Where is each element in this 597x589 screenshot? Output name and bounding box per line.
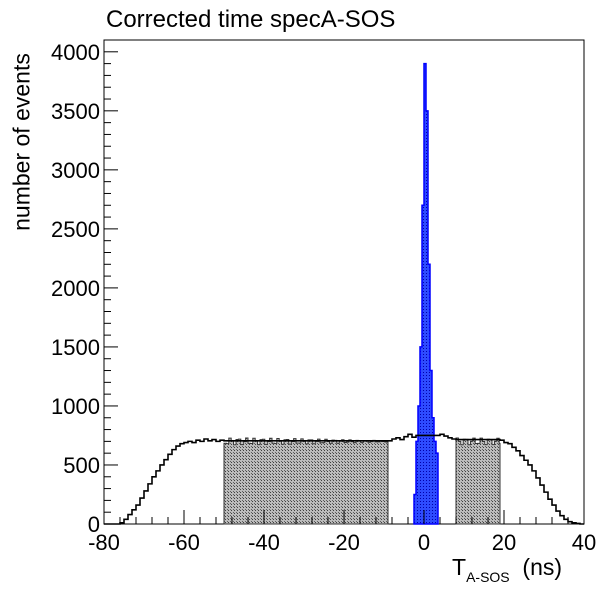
y-tick-label: 1000 — [51, 394, 100, 419]
signal-peak-fill — [413, 62, 439, 525]
y-tick-label: 4000 — [51, 40, 100, 65]
x-tick-label: -20 — [328, 530, 360, 555]
y-tick-label: 0 — [88, 512, 100, 537]
y-tick-label: 2000 — [51, 276, 100, 301]
side-band-right-fill — [455, 437, 501, 525]
y-tick-label: 500 — [63, 453, 100, 478]
x-tick-label: 0 — [418, 530, 430, 555]
y-tick-label: 3000 — [51, 158, 100, 183]
side-band-left-fill — [223, 437, 389, 525]
x-tick-label: -80 — [88, 530, 120, 555]
total-outline — [104, 433, 584, 525]
x-tick-label: -60 — [168, 530, 200, 555]
x-tick-label: 40 — [572, 530, 596, 555]
total-outline-path — [104, 433, 584, 525]
axes: -80 -60 -40 -20 0 20 40 0 500 1000 1500 2000 2500 300… — [51, 40, 596, 555]
x-axis-label: TA-SOS (ns) — [452, 554, 563, 585]
x-axis-label-main: T — [452, 554, 467, 580]
x-tick-label: 20 — [492, 530, 516, 555]
chart-title: Corrected time specA-SOS — [106, 6, 396, 33]
x-axis-label-sub: A-SOS — [466, 569, 510, 585]
y-tick-label: 1500 — [51, 335, 100, 360]
x-tick-label: -40 — [248, 530, 280, 555]
x-axis-label-unit: (ns) — [522, 554, 563, 580]
y-tick-label: 2500 — [51, 217, 100, 242]
shaded-regions — [223, 62, 501, 525]
y-tick-label: 3500 — [51, 99, 100, 124]
